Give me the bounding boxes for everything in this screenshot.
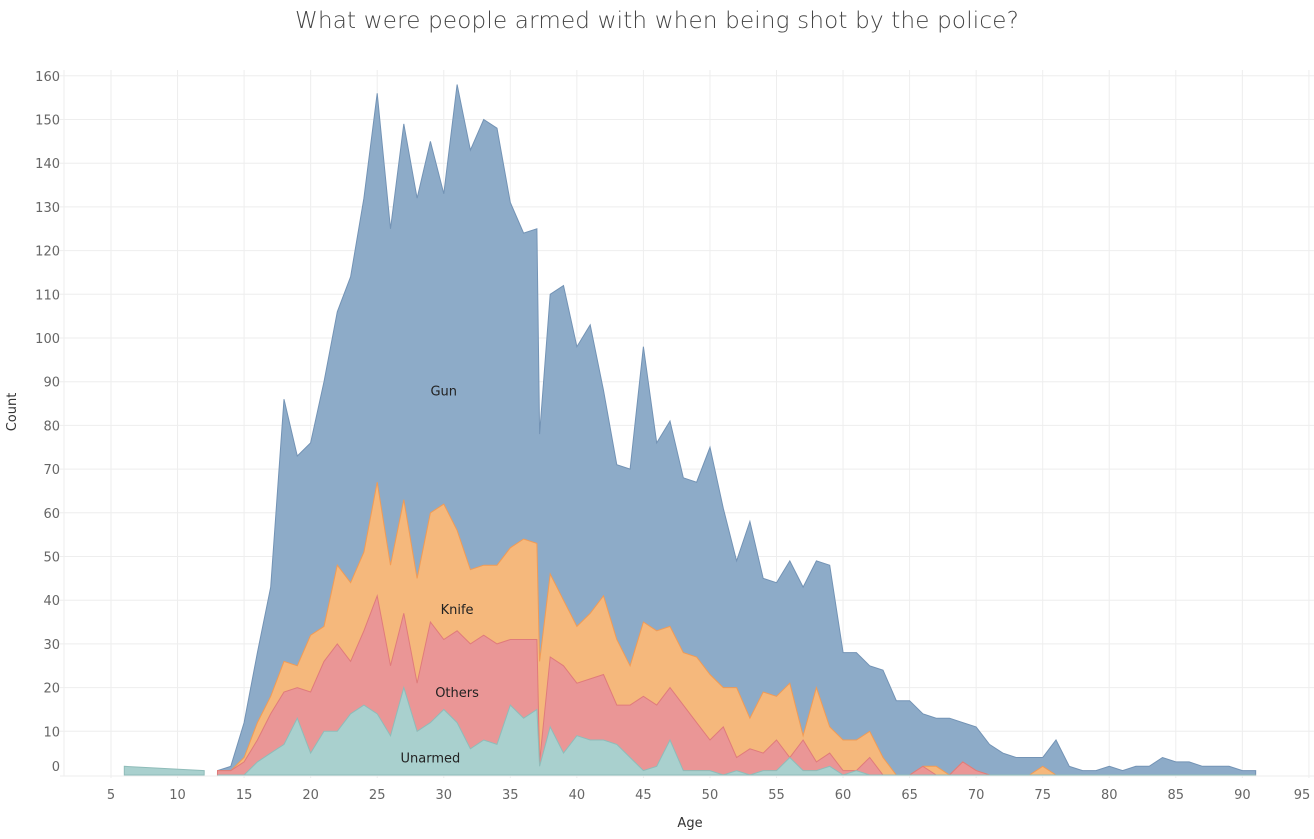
label-unarmed: Unarmed [401,752,461,767]
x-tick-label: 25 [369,788,386,803]
y-tick-label: 140 [35,157,60,172]
y-tick-label: 0 [52,760,60,775]
label-others: Others [435,686,479,701]
area-labels: Unarmed Others Knife Gun [401,384,480,766]
label-gun: Gun [430,384,457,399]
area-unarmed-young[interactable] [123,765,205,776]
x-axis-title: Age [677,816,702,831]
x-tick-label: 85 [1168,788,1185,803]
y-tick-label: 10 [43,725,60,740]
y-tick-label: 80 [43,419,60,434]
x-tick-label: 95 [1294,788,1311,803]
x-tick-label: 20 [302,788,319,803]
y-axis-ticks: 0 10 20 30 40 50 60 70 80 90 100 110 120 130 140 150 160 [35,70,60,775]
y-tick-label: 110 [35,288,60,303]
y-tick-label: 30 [43,638,60,653]
x-tick-label: 80 [1101,788,1118,803]
y-tick-label: 130 [35,201,60,216]
y-tick-label: 20 [43,682,60,697]
x-tick-label: 30 [435,788,452,803]
x-tick-label: 35 [502,788,519,803]
y-tick-label: 160 [35,70,60,85]
y-tick-label: 50 [43,551,60,566]
y-tick-label: 60 [43,507,60,522]
area-series [123,84,1257,776]
x-tick-label: 75 [1034,788,1051,803]
y-axis-title: Count [5,393,20,432]
x-tick-label: 55 [768,788,785,803]
y-tick-label: 120 [35,245,60,260]
label-knife: Knife [441,603,474,618]
x-tick-label: 10 [169,788,186,803]
x-tick-label: 5 [107,788,115,803]
y-tick-label: 150 [35,114,60,129]
x-axis-ticks: 5 10 15 20 25 30 35 40 45 50 55 60 65 70 75 80 85 90 95 [107,788,1310,803]
y-tick-label: 100 [35,332,60,347]
x-tick-label: 40 [569,788,586,803]
x-tick-label: 90 [1234,788,1251,803]
y-tick-label: 70 [43,463,60,478]
x-tick-label: 70 [968,788,985,803]
x-tick-label: 65 [901,788,918,803]
chart-title: What were people armed with when being s… [295,8,1019,34]
y-tick-label: 90 [43,376,60,391]
y-tick-label: 40 [43,594,60,609]
x-tick-label: 15 [236,788,253,803]
x-tick-label: 50 [702,788,719,803]
area-unarmed[interactable] [217,685,1256,776]
x-tick-label: 60 [835,788,852,803]
x-tick-label: 45 [635,788,652,803]
